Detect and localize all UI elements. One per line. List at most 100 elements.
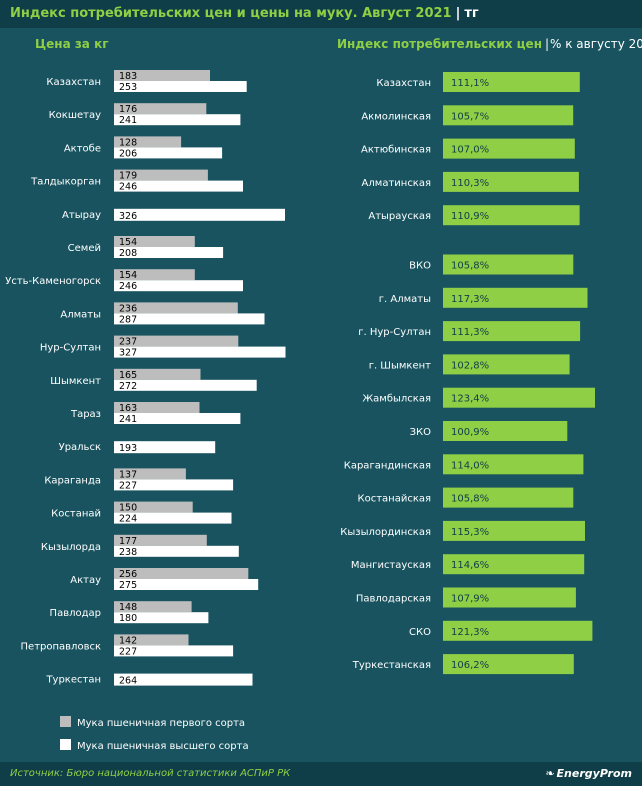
bar-cpi bbox=[443, 587, 576, 608]
bar-first-grade bbox=[114, 568, 249, 579]
bar-top-grade-label: 272 bbox=[119, 381, 137, 392]
bar-first-grade bbox=[114, 236, 195, 247]
bar-top-grade bbox=[114, 612, 209, 624]
bar-cpi bbox=[443, 454, 584, 475]
bar-top-grade-label: 224 bbox=[119, 514, 137, 525]
legend-label-first-grade: Мука пшеничная первого сорта bbox=[77, 718, 246, 729]
bar-first-grade-label: 154 bbox=[119, 237, 137, 248]
bar-top-grade-label: 238 bbox=[119, 547, 137, 558]
bar-top-grade-label: 253 bbox=[119, 82, 137, 93]
bar-top-grade bbox=[114, 247, 224, 258]
bar-cpi bbox=[443, 105, 574, 126]
bar-cpi bbox=[443, 654, 574, 675]
bar-top-grade bbox=[114, 313, 265, 325]
price-category-label: Костанай bbox=[51, 509, 101, 520]
bar-cpi-label: 121,3% bbox=[451, 627, 489, 638]
cpi-category-label: г. Нур-Султан bbox=[358, 327, 431, 338]
legend-swatch-first-grade bbox=[60, 716, 71, 727]
bar-top-grade bbox=[114, 512, 232, 524]
bar-cpi-label: 107,9% bbox=[451, 594, 489, 605]
bar-first-grade bbox=[114, 103, 207, 115]
bar-cpi-label: 111,3% bbox=[451, 327, 489, 338]
bar-top-grade-label: 193 bbox=[119, 443, 137, 454]
bar-first-grade-label: 183 bbox=[119, 71, 137, 82]
cpi-category-label: г. Алматы bbox=[379, 294, 431, 305]
price-category-label: Усть-Каменогорск bbox=[5, 276, 101, 287]
bar-first-grade bbox=[114, 169, 208, 181]
bar-cpi-label: 105,8% bbox=[451, 261, 489, 272]
bar-top-grade bbox=[114, 81, 247, 92]
price-category-label: Казахстан bbox=[46, 77, 101, 88]
bar-top-grade-label: 241 bbox=[119, 414, 137, 425]
bar-first-grade-label: 256 bbox=[119, 569, 137, 580]
bar-first-grade bbox=[114, 501, 193, 513]
bar-top-grade bbox=[114, 114, 241, 126]
bar-cpi-label: 110,9% bbox=[451, 211, 489, 222]
bar-first-grade bbox=[114, 269, 195, 281]
bar-cpi-label: 105,7% bbox=[451, 111, 489, 122]
price-category-label: Алматы bbox=[60, 309, 101, 320]
cpi-category-label: Карагандинская bbox=[344, 460, 431, 471]
price-category-label: Кокшетау bbox=[49, 110, 102, 121]
bar-cpi bbox=[443, 387, 595, 408]
price-category-label: Нур-Султан bbox=[40, 343, 101, 354]
price-category-label: Туркестан bbox=[45, 675, 101, 686]
bar-cpi-label: 114,6% bbox=[451, 560, 489, 571]
bar-first-grade bbox=[114, 634, 189, 646]
bar-cpi bbox=[443, 520, 585, 541]
brand-leaf-icon: ❧ bbox=[545, 767, 555, 780]
bar-top-grade-label: 287 bbox=[119, 314, 137, 325]
price-category-label: Талдыкорган bbox=[30, 177, 101, 188]
bar-cpi bbox=[443, 421, 568, 441]
bar-top-grade bbox=[114, 280, 243, 292]
bar-top-grade-label: 241 bbox=[119, 115, 137, 126]
bar-cpi bbox=[443, 321, 581, 342]
cpi-category-label: Костанайская bbox=[357, 494, 431, 505]
cpi-category-label: Жамбылская bbox=[362, 394, 431, 405]
bar-top-grade bbox=[114, 441, 216, 454]
bar-cpi-label: 123,4% bbox=[451, 394, 489, 405]
bar-first-grade bbox=[114, 468, 186, 480]
bar-top-grade bbox=[114, 379, 257, 391]
cpi-category-label: Кызылординская bbox=[340, 527, 431, 538]
bar-cpi-label: 102,8% bbox=[451, 360, 489, 371]
price-category-label: Семей bbox=[68, 243, 101, 254]
bar-first-grade-label: 177 bbox=[119, 536, 137, 547]
price-category-label: Петропавловск bbox=[21, 641, 101, 652]
cpi-subtitle: % к августу 2020 bbox=[550, 37, 642, 51]
bar-top-grade bbox=[114, 413, 241, 424]
cpi-category-label: Актюбинская bbox=[361, 145, 431, 156]
bar-top-grade bbox=[114, 180, 243, 192]
bar-cpi-label: 111,1% bbox=[451, 78, 489, 89]
bar-first-grade-label: 163 bbox=[119, 403, 137, 414]
bar-top-grade bbox=[114, 579, 259, 590]
bar-cpi bbox=[443, 554, 585, 575]
bar-cpi-label: 105,8% bbox=[451, 494, 489, 505]
bar-first-grade bbox=[114, 302, 238, 314]
bar-top-grade bbox=[114, 147, 223, 159]
title-unit: тг bbox=[464, 6, 479, 21]
bar-cpi bbox=[443, 254, 574, 275]
bar-cpi bbox=[443, 287, 588, 308]
bar-top-grade bbox=[114, 479, 234, 491]
bar-cpi-label: 117,3% bbox=[451, 294, 489, 305]
bar-top-grade-label: 327 bbox=[119, 348, 137, 359]
bar-top-grade-label: 227 bbox=[119, 480, 137, 491]
footer: Источник: Бюро национальной статистики А… bbox=[0, 762, 642, 786]
bar-first-grade bbox=[114, 368, 201, 380]
bar-cpi-label: 115,3% bbox=[451, 527, 489, 538]
bar-first-grade-label: 150 bbox=[119, 503, 137, 514]
bar-top-grade-label: 246 bbox=[119, 281, 137, 292]
bar-top-grade-label: 264 bbox=[119, 676, 137, 687]
bar-top-grade bbox=[114, 545, 239, 557]
bar-top-grade-label: 227 bbox=[119, 646, 137, 657]
bar-cpi bbox=[443, 171, 579, 192]
legend-swatch-top-grade bbox=[60, 739, 71, 750]
bar-cpi-label: 114,0% bbox=[451, 460, 489, 471]
price-category-label: Актау bbox=[70, 575, 101, 586]
bar-top-grade-label: 206 bbox=[119, 148, 137, 159]
bar-first-grade bbox=[114, 136, 182, 148]
cpi-category-label: Алматинская bbox=[362, 178, 431, 189]
brand-logo: ❧ EnergyProm bbox=[545, 762, 632, 786]
